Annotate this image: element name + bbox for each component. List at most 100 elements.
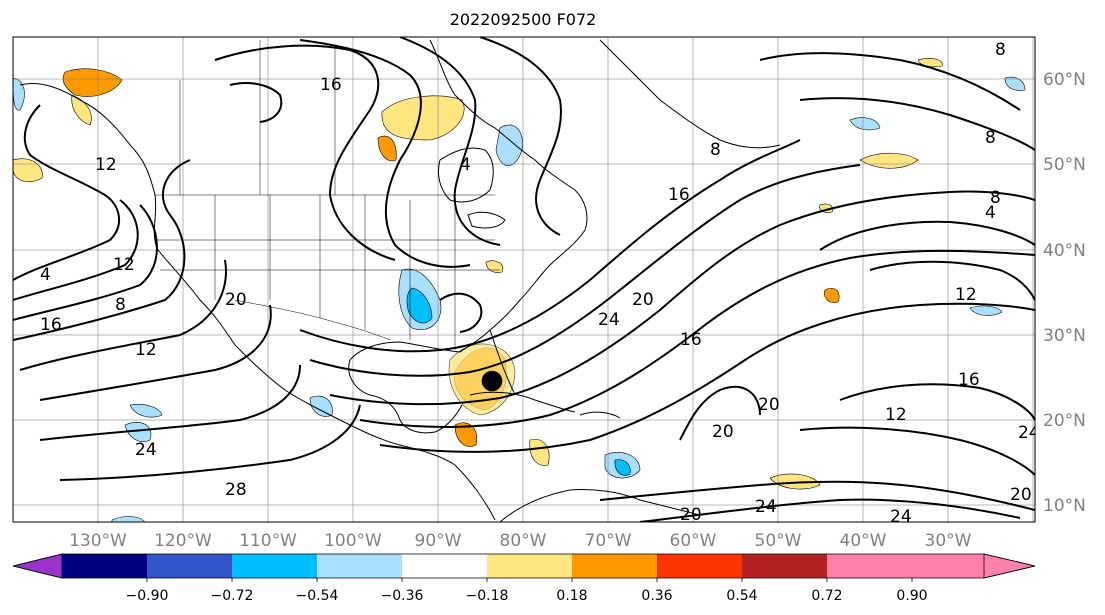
- shade-nicaragua-yellow: [529, 439, 550, 466]
- contour-line: [229, 82, 283, 123]
- lon-label: 80°W: [500, 531, 547, 551]
- colorbar-segment: [487, 554, 572, 578]
- contour-line: [379, 302, 1035, 453]
- shade-ny-yellow: [485, 260, 504, 273]
- contour-line: [39, 304, 272, 401]
- contour-label-20: 20: [758, 395, 780, 415]
- contour-line: [359, 249, 1035, 428]
- shade-atl-orange-1: [824, 288, 840, 303]
- colorbar-tick-label: 0.72: [811, 588, 842, 604]
- contour-line: [799, 426, 1035, 476]
- contour-label-20: 20: [1010, 485, 1032, 505]
- contour-label-20: 20: [225, 290, 247, 310]
- coast-great-lakes: [467, 211, 506, 229]
- shaded-anomalies: [13, 58, 1026, 522]
- shade-pac-blue-1: [124, 421, 152, 442]
- contour-label-16: 16: [680, 330, 702, 350]
- contour-line: [679, 385, 761, 441]
- coast-hudson-bay: [437, 147, 494, 203]
- colorbar-tick-label: −0.72: [211, 588, 254, 604]
- shade-honduras-orange: [454, 422, 478, 447]
- lon-label: 110°W: [239, 531, 297, 551]
- lon-label: 50°W: [755, 531, 802, 551]
- shade-mississippi-cyan: [406, 287, 433, 324]
- lon-label: 60°W: [670, 531, 717, 551]
- contour-label-28: 28: [225, 480, 247, 500]
- contour-line: [819, 220, 1035, 251]
- shade-alaska-orange: [62, 68, 123, 97]
- contour-line: [479, 37, 562, 236]
- contour-label-8: 8: [990, 188, 1001, 208]
- lon-label: 130°W: [69, 531, 127, 551]
- shade-pac-blue-2: [129, 403, 163, 418]
- colorbar-segment: [657, 554, 742, 578]
- shade-hudson-orange: [377, 135, 397, 162]
- colorbar-ticks: [146, 578, 913, 582]
- contour-label-16: 16: [958, 370, 980, 390]
- contour-label-12: 12: [113, 255, 135, 275]
- contour-label-4: 4: [460, 155, 471, 175]
- colorbar-segment: [983, 553, 1036, 579]
- map-panel: 16 16 16 20 20 20 20 20 20 24 24 24 24 2…: [13, 37, 1035, 527]
- contour-line: [869, 260, 1035, 301]
- colorbar-tick-label: −0.54: [296, 588, 339, 604]
- contour-line: [59, 404, 361, 481]
- contour-line: [759, 52, 1021, 111]
- contour-label-24: 24: [135, 440, 157, 460]
- contour-line: [13, 204, 158, 321]
- colorbar-tick-label: 0.36: [641, 588, 672, 604]
- lon-label: 70°W: [585, 531, 632, 551]
- contour-label-20: 20: [712, 422, 734, 442]
- lon-label: 30°W: [925, 531, 972, 551]
- shade-atl-blue-2: [969, 305, 1003, 316]
- lon-label: 40°W: [840, 531, 887, 551]
- colorbar-tick-label: −0.18: [466, 588, 509, 604]
- lat-label: 20°N: [1043, 411, 1086, 431]
- colorbar-segment: [572, 554, 657, 578]
- coast-north-america-west: [19, 82, 496, 521]
- contour-label-20: 20: [680, 505, 702, 525]
- shade-atl-yellow-1: [859, 152, 919, 169]
- colorbar-segment: [742, 554, 827, 578]
- colorbar-segment: [827, 554, 984, 578]
- contour-line: [13, 199, 139, 301]
- contour-label-16: 16: [668, 185, 690, 205]
- contour-line: [439, 292, 483, 333]
- colorbar-segment: [402, 554, 487, 578]
- contour-line: [309, 164, 861, 377]
- colorbar-segment: [147, 554, 232, 578]
- coast-greenland: [599, 39, 781, 149]
- contour-label-8: 8: [115, 295, 126, 315]
- shade-mex-blue: [309, 395, 333, 417]
- shade-pacific-yellow: [13, 158, 43, 183]
- contour-line: [399, 37, 501, 246]
- lon-axis-labels: 130°W 120°W 110°W 100°W 90°W 80°W 70°W 6…: [69, 531, 972, 551]
- hurricane-center: [481, 370, 503, 392]
- contour-labels: 16 16 16 20 20 20 20 20 20 24 24 24 24 2…: [40, 40, 1035, 527]
- contour-label-8: 8: [995, 40, 1006, 60]
- map-title: 2022092500 F072: [450, 10, 597, 29]
- contour-line: [839, 383, 1035, 421]
- contour-line: [299, 39, 471, 268]
- contour-line: [214, 44, 396, 261]
- colorbar: −0.90 −0.72 −0.54 −0.36 −0.18 0.18 0.36 …: [12, 553, 1036, 604]
- colorbar-tick-label: −0.36: [381, 588, 424, 604]
- colorbar-tick-label: 0.90: [896, 588, 927, 604]
- contour-label-12: 12: [135, 340, 157, 360]
- shade-atl-blue-1: [849, 117, 881, 131]
- contour-line: [39, 364, 301, 441]
- contour-line: [599, 480, 1035, 511]
- shade-hudson-yellow: [381, 95, 465, 141]
- contour-line: [299, 139, 801, 353]
- shade-carib-cyan: [614, 459, 631, 476]
- contour-line: [13, 159, 191, 341]
- contours: [13, 37, 1035, 522]
- coast-hispaniola: [579, 411, 621, 419]
- colorbar-frame: [12, 553, 1036, 579]
- colorbar-tick-label: 0.54: [726, 588, 757, 604]
- contour-label-4: 4: [985, 203, 996, 223]
- contour-line: [19, 259, 227, 371]
- contour-label-24: 24: [890, 507, 912, 527]
- lat-label: 30°N: [1043, 326, 1086, 346]
